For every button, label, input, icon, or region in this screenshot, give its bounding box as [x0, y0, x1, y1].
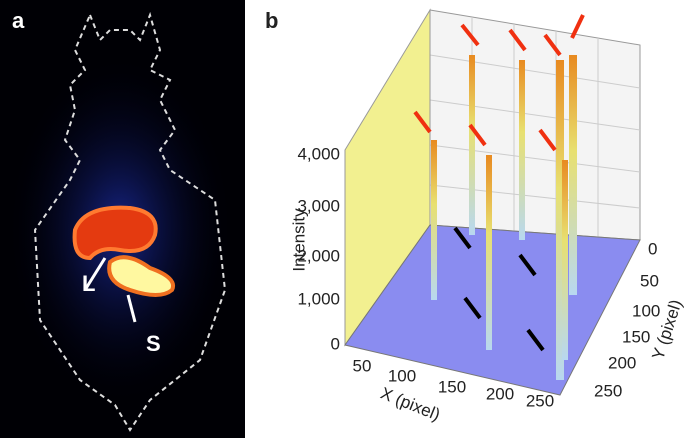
- tick-label: 50: [640, 271, 659, 290]
- panel-a: a L S: [0, 0, 245, 438]
- tick-label: 1,000: [297, 289, 340, 308]
- tick-label: 250: [594, 381, 622, 400]
- tick-label: 0: [648, 239, 657, 258]
- annotation: L: [82, 271, 95, 296]
- panel-label: b: [265, 8, 278, 33]
- tick-label: 200: [608, 353, 636, 372]
- x-axis-title: X (pixel): [378, 384, 443, 425]
- arrow: [83, 257, 107, 291]
- tick-label: 2,000: [297, 246, 340, 265]
- tick-label: 4,000: [297, 144, 340, 163]
- tick-label: 50: [353, 356, 372, 375]
- z-axis-title: Intensity: [289, 208, 308, 272]
- annotation: S: [146, 331, 161, 356]
- black-arrows: [453, 226, 545, 352]
- tick-label: 100: [632, 301, 660, 320]
- tick-label: 3,000: [297, 196, 340, 215]
- tick-label: 150: [438, 377, 466, 396]
- spleen-signal: [107, 255, 175, 297]
- arrow: [126, 294, 137, 323]
- tick-label: 150: [622, 327, 650, 346]
- red-arrows: [413, 14, 585, 152]
- tick-label: 250: [526, 391, 554, 410]
- tick-label: 100: [388, 366, 416, 385]
- panel-b: b Intensity X (pixel) Y (pixel) 4,0003,0…: [265, 8, 685, 425]
- body-outline: [33, 11, 227, 432]
- liver-signal: [72, 205, 158, 261]
- tick-label: 200: [486, 384, 514, 403]
- spikes: [431, 55, 577, 380]
- panel-label: a: [12, 8, 25, 33]
- tick-label: 0: [331, 334, 340, 353]
- tick-labels: 4,000 3,000 2,000 1,000 0 50 100 150 200 250 0 50 10…: [297, 144, 660, 410]
